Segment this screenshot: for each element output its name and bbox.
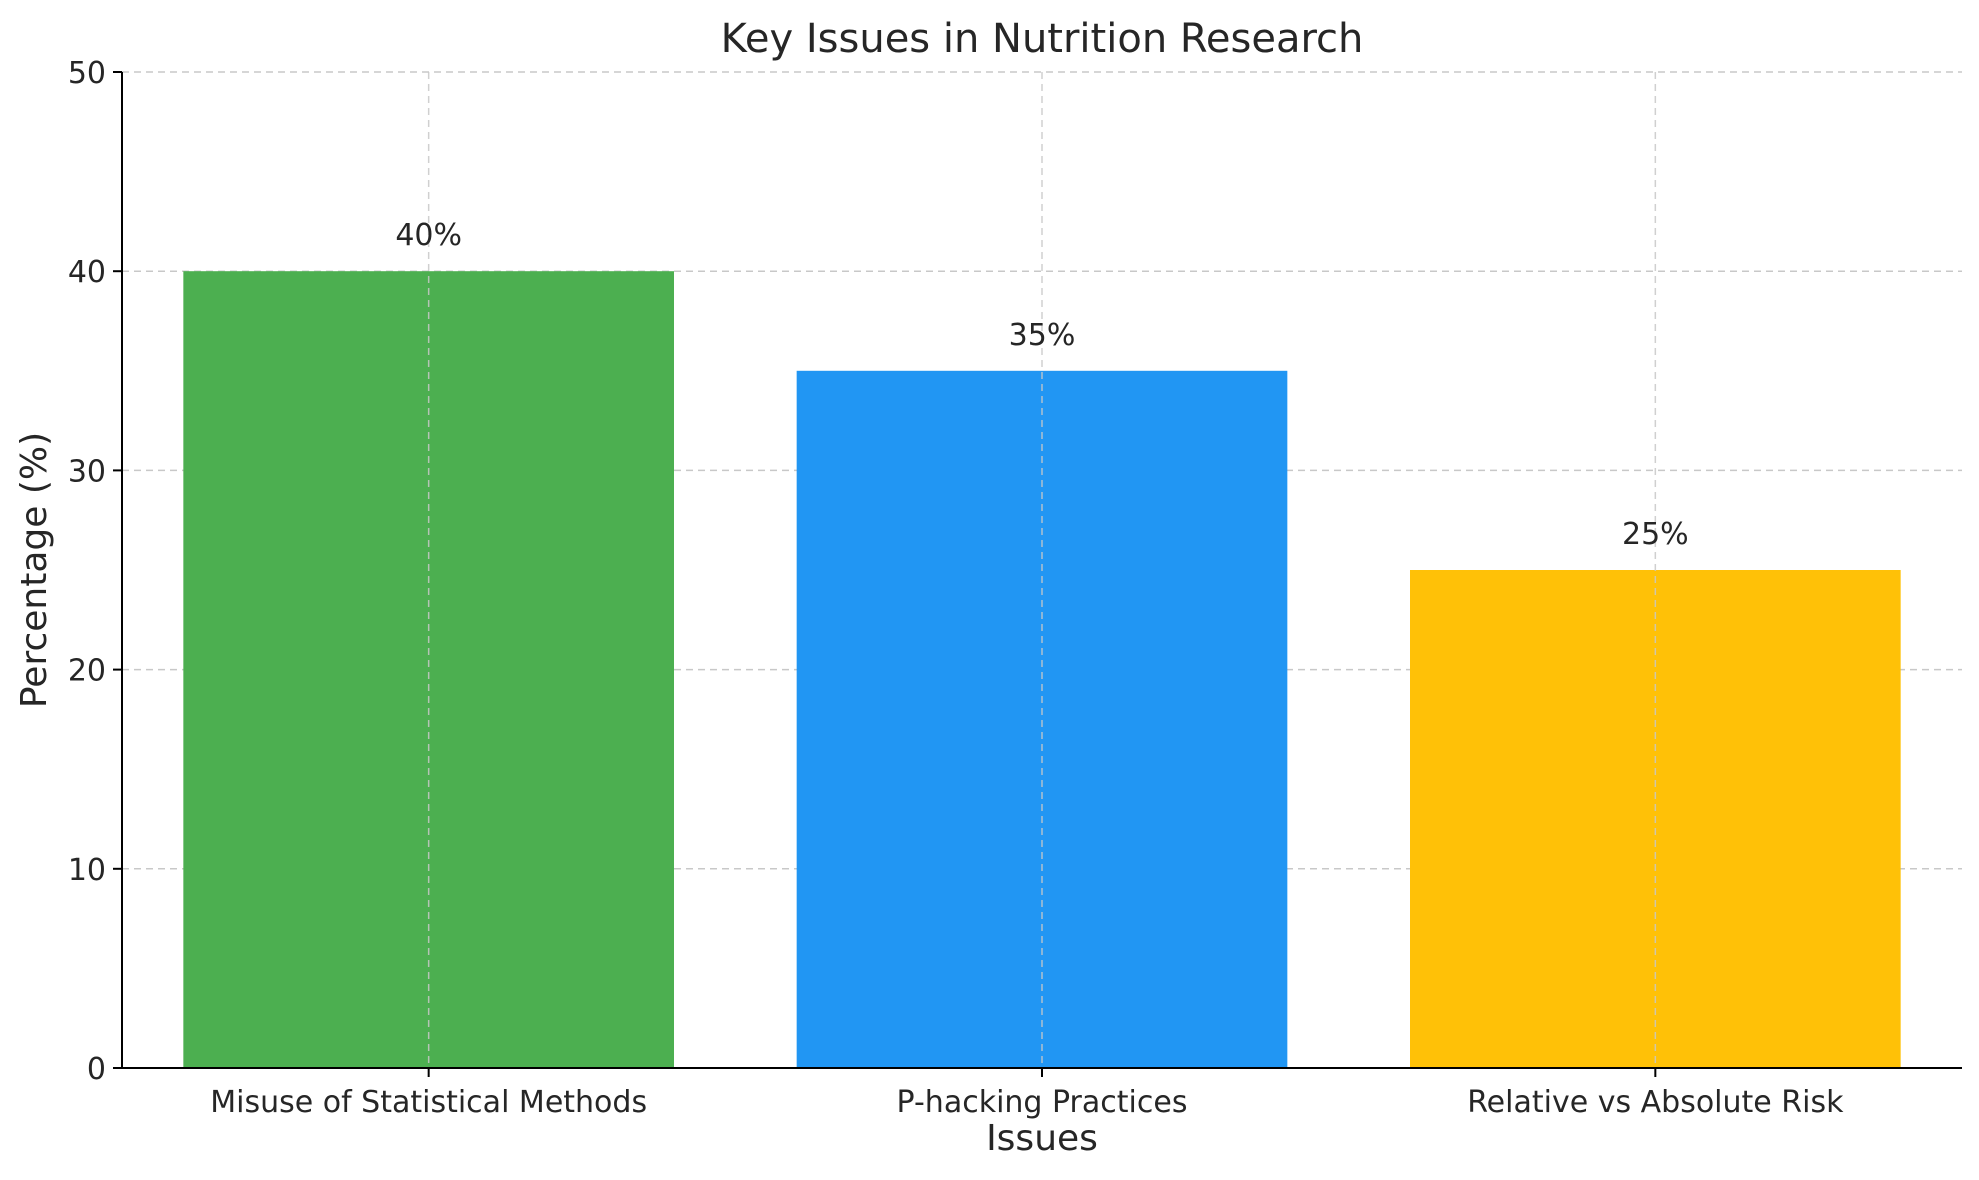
data-label: 35% — [1009, 318, 1076, 353]
y-tick-label: 30 — [68, 454, 106, 489]
y-ticks: 0 10 20 30 40 50 — [68, 56, 122, 1087]
y-axis-label: Percentage (%) — [14, 432, 55, 708]
y-tick-label: 10 — [68, 853, 106, 888]
data-label: 25% — [1622, 517, 1689, 552]
bar — [183, 271, 675, 1068]
x-tick-label: P-hacking Practices — [897, 1085, 1188, 1120]
chart-title: Key Issues in Nutrition Research — [721, 16, 1364, 62]
x-ticks: Misuse of Statistical Methods P-hacking P… — [210, 1068, 1844, 1120]
x-tick-label: Relative vs Absolute Risk — [1467, 1085, 1844, 1120]
x-axis-label: Issues — [986, 1118, 1098, 1159]
y-tick-label: 40 — [68, 255, 106, 290]
y-tick-label: 0 — [87, 1052, 106, 1087]
y-tick-label: 20 — [68, 654, 106, 689]
vertical-grid — [427, 72, 1657, 1068]
value-labels: 40% 35% 25% — [395, 218, 1688, 552]
data-label: 40% — [395, 218, 462, 253]
y-tick-label: 50 — [68, 56, 106, 91]
x-tick-label: Misuse of Statistical Methods — [210, 1085, 647, 1120]
